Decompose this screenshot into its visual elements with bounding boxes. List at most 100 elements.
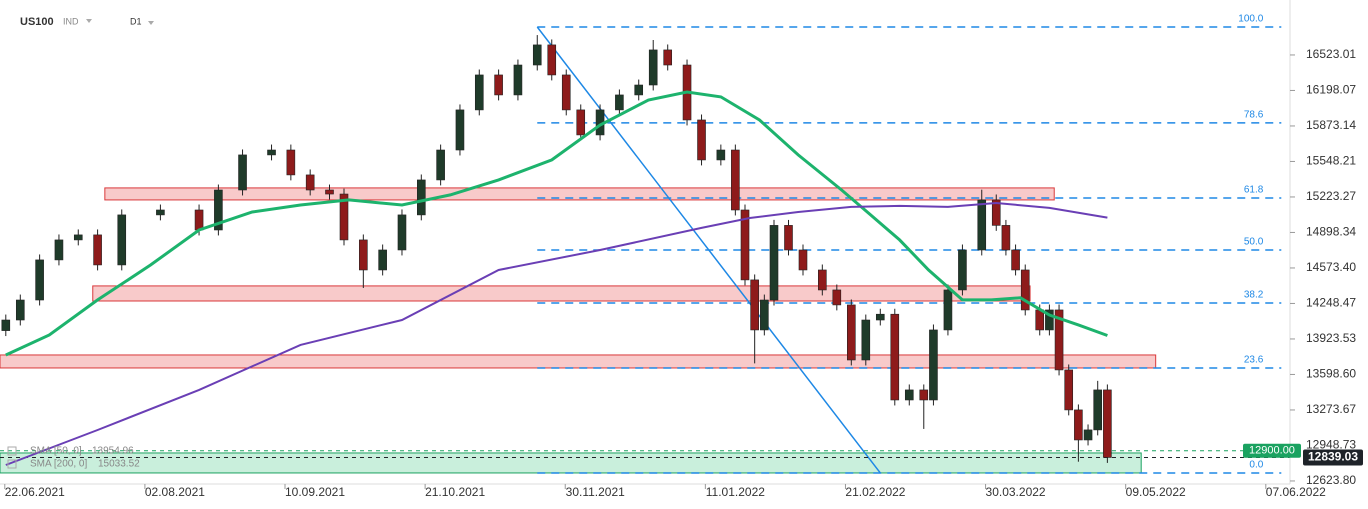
y-tick-label: 16198.07: [1306, 83, 1356, 97]
candle-body: [890, 313, 900, 401]
y-tick-label: 12948.73: [1306, 438, 1356, 452]
legend-value: 13954.96: [92, 446, 134, 457]
candle-body: [798, 249, 808, 271]
x-tick-label: 22.06.2021: [5, 485, 65, 499]
candle-body: [436, 149, 445, 181]
candle-body: [875, 313, 885, 321]
legend-icon: [7, 446, 17, 456]
candle-body: [1035, 309, 1045, 331]
fib-label: 78.6: [1244, 110, 1264, 121]
candle-body: [750, 279, 759, 331]
candle-body: [325, 189, 334, 195]
candle-body: [513, 64, 523, 96]
sma-line: [5, 90, 1108, 357]
candle-body: [1074, 409, 1083, 441]
fib-label: 61.8: [1244, 185, 1264, 196]
y-tick-label: 15548.21: [1306, 154, 1356, 168]
candle-body: [1045, 309, 1054, 331]
candle-body: [359, 239, 368, 271]
x-tick-label: 07.06.2022: [1266, 485, 1326, 499]
candle-body: [615, 94, 624, 111]
candle-body: [378, 249, 387, 271]
x-tick-label: 10.09.2021: [285, 485, 345, 499]
legend-name: SMA [200, 0]: [30, 459, 87, 470]
x-tick-label: 09.05.2022: [1126, 485, 1186, 499]
candle-body: [861, 319, 871, 361]
candle-body: [532, 44, 542, 66]
x-tick-label: 30.03.2022: [986, 485, 1046, 499]
candle-body: [1011, 249, 1020, 271]
candle-body: [54, 239, 64, 261]
candle-body: [1054, 309, 1064, 371]
candle-body: [494, 74, 503, 96]
candle-body: [760, 299, 769, 331]
candle-body: [1083, 429, 1093, 441]
candle-body: [904, 389, 914, 401]
y-tick-label: 15223.27: [1306, 189, 1356, 203]
candle-body: [784, 225, 793, 251]
candle-body: [634, 84, 644, 96]
candle-body: [1064, 369, 1074, 411]
candle-body: [1, 319, 11, 331]
dropdown-icon[interactable]: [148, 21, 154, 25]
candle-body: [93, 234, 102, 266]
price-tag: [1243, 443, 1301, 458]
market: IND: [63, 16, 79, 26]
candle-body: [847, 304, 856, 361]
candle-body: [958, 249, 967, 291]
candle-body: [286, 149, 296, 176]
candle-body: [339, 193, 349, 241]
candle-body: [576, 109, 586, 136]
candle-body: [214, 189, 223, 231]
dropdown-icon[interactable]: [86, 19, 92, 23]
price-tag: [1303, 449, 1363, 466]
fib-label: 0.0: [1249, 460, 1263, 471]
candle-body: [397, 214, 407, 251]
x-tick-label: 21.10.2021: [425, 485, 485, 499]
legend-icon: [7, 459, 17, 469]
candle-body: [731, 149, 740, 211]
candle-body: [455, 109, 465, 151]
candle-body: [474, 74, 484, 111]
fib-label: 38.2: [1244, 290, 1264, 301]
candle-body: [547, 44, 557, 76]
price-tag-label: 12839.03: [1308, 450, 1358, 464]
fib-label: 100.0: [1238, 14, 1263, 25]
candle-body: [1093, 389, 1103, 431]
symbol[interactable]: US100: [20, 16, 54, 28]
zone: [92, 285, 1031, 302]
fib-label: 23.6: [1244, 355, 1264, 366]
y-tick-label: 16523.01: [1306, 47, 1356, 61]
zone: [0, 452, 1142, 474]
candle-body: [117, 214, 127, 266]
y-tick-label: 13923.53: [1306, 331, 1356, 345]
price-tag-label: 12900.00: [1249, 445, 1295, 457]
candle-body: [648, 49, 658, 86]
candle-body: [238, 154, 247, 191]
candle-body: [1103, 389, 1112, 458]
y-tick-label: 12623.80: [1306, 473, 1356, 487]
legend-name: SMA [50, 0]: [30, 446, 82, 457]
candle-body: [663, 49, 673, 66]
candle-body: [716, 149, 726, 161]
y-tick-label: 13273.67: [1306, 402, 1356, 416]
candle-body: [417, 179, 426, 216]
candle-body: [832, 289, 842, 306]
y-tick-label: 14248.47: [1306, 296, 1356, 310]
candle-body: [919, 389, 929, 401]
candle-body: [740, 209, 750, 281]
candle-body: [561, 74, 571, 111]
timeframe[interactable]: D1: [130, 16, 142, 26]
x-tick-label: 02.08.2021: [145, 485, 205, 499]
x-tick-label: 30.11.2021: [566, 485, 625, 499]
legend-value: 15033.52: [98, 459, 140, 470]
plot-area: [0, 26, 1290, 474]
candle-body: [35, 259, 44, 301]
fib-label: 50.0: [1244, 237, 1264, 248]
candle-body: [1020, 269, 1030, 311]
y-tick-label: 15873.14: [1306, 118, 1356, 132]
candle-body: [1001, 225, 1011, 251]
candle-body: [73, 234, 83, 241]
candle-body: [267, 149, 276, 156]
